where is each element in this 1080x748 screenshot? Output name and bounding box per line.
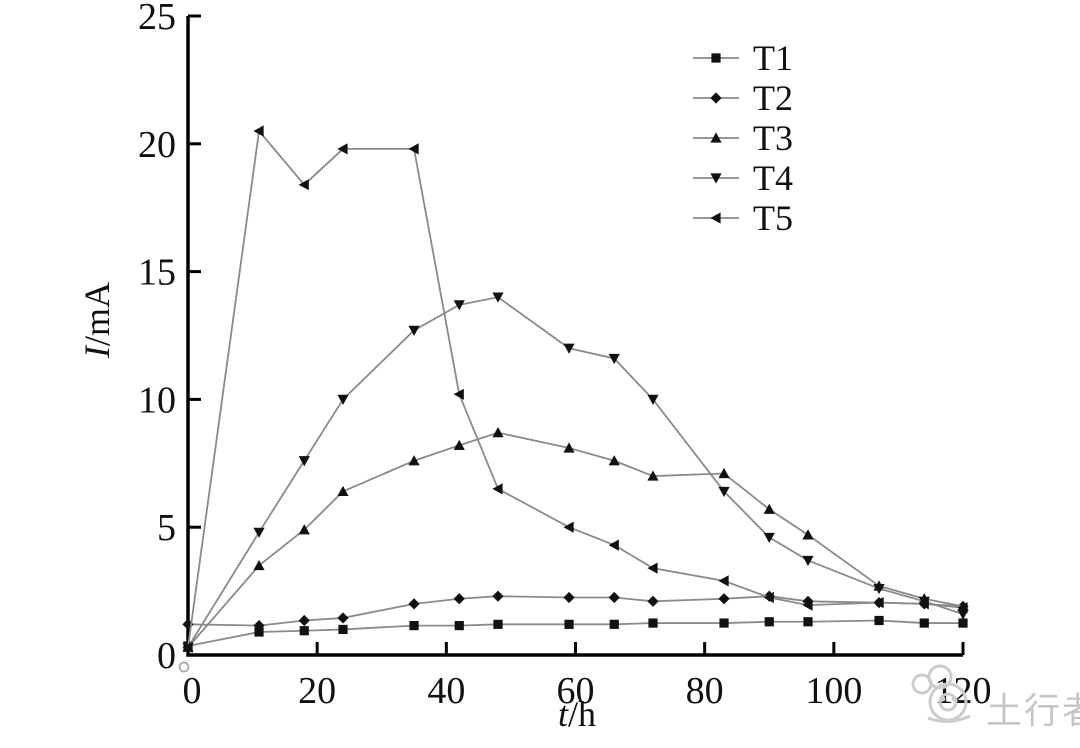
legend: T1 T2 T3 T4 T5 (693, 38, 793, 238)
legend-label-t3: T3 (753, 118, 793, 158)
legend-item-t1: T1 (693, 38, 793, 78)
legend-item-t3: T3 (693, 118, 793, 158)
t4-series-marker-icon (693, 173, 739, 184)
watermark-text: 土行者 (986, 691, 1080, 732)
snail-logo-icon (911, 664, 971, 723)
svg-text:25: 25 (138, 0, 176, 38)
svg-text:40: 40 (427, 670, 465, 712)
legend-item-t4: T4 (693, 158, 793, 198)
svg-text:0: 0 (183, 670, 202, 712)
watermark: 土行者 (900, 660, 1080, 732)
t5-series-marker-icon (693, 212, 739, 224)
t2-series-marker-icon (693, 92, 739, 104)
svg-text:15: 15 (138, 252, 176, 294)
x-axis-label-unit: /h (568, 694, 597, 734)
y-axis-label: I/mA (77, 240, 117, 400)
legend-item-t5: T5 (693, 198, 793, 238)
y-axis-label-symbol: I (77, 346, 117, 359)
y-axis-label-unit: /mA (77, 282, 117, 347)
svg-text:20: 20 (138, 124, 176, 166)
svg-text:0: 0 (157, 635, 176, 677)
svg-text:5: 5 (157, 507, 176, 549)
legend-label-t4: T4 (753, 158, 793, 198)
svg-text:20: 20 (298, 670, 336, 712)
legend-label-t2: T2 (753, 78, 793, 118)
svg-text:80: 80 (686, 670, 724, 712)
t1-series-marker-icon (693, 53, 739, 63)
t3-series-marker-icon (693, 132, 739, 143)
svg-text:60: 60 (557, 670, 595, 712)
x-axis-label-symbol: t (557, 694, 568, 734)
svg-text:10: 10 (138, 379, 176, 421)
legend-label-t1: T1 (753, 38, 793, 78)
x-axis-label: t/h (527, 694, 627, 734)
svg-text:100: 100 (805, 670, 862, 712)
legend-label-t5: T5 (753, 198, 793, 238)
legend-item-t2: T2 (693, 78, 793, 118)
